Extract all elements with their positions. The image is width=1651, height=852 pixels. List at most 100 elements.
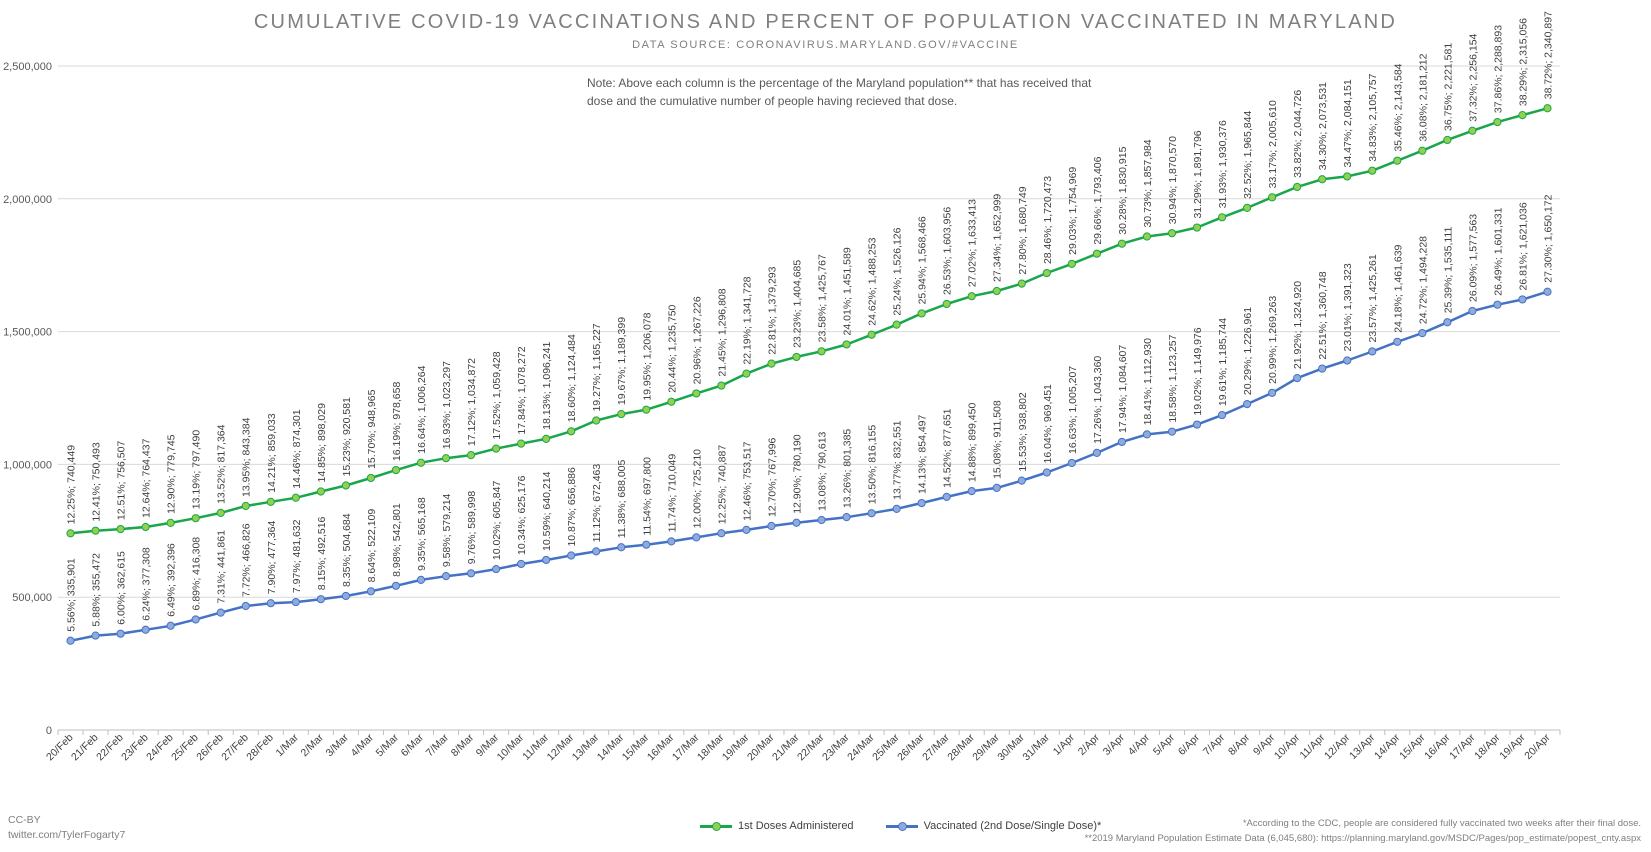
x-tick-label: 21/Feb: [69, 732, 101, 764]
data-point-vaccinated: [441, 572, 451, 581]
data-label-first-doses: 12.51%; 756,507: [116, 441, 128, 521]
data-label-first-doses: 29.03%; 1,754,969: [1067, 167, 1079, 255]
data-label-first-doses: 25.24%; 1,526,126: [892, 227, 904, 315]
data-label-first-doses: 25.94%; 1,568,466: [917, 216, 929, 304]
data-label-first-doses: 12.64%; 764,437: [141, 438, 153, 518]
data-point-first-doses: [1242, 203, 1252, 212]
data-label-first-doses: 15.23%; 920,581: [341, 397, 353, 477]
data-label-vaccinated: 25.39%; 1,535,111: [1442, 227, 1454, 314]
chart-title: CUMULATIVE COVID-19 VACCINATIONS AND PER…: [253, 11, 1398, 33]
x-tick-label: 4/Mar: [349, 731, 377, 759]
x-tick-label: 3/Mar: [324, 731, 352, 759]
data-label-vaccinated: 16.63%; 1,005,207: [1067, 366, 1079, 454]
x-tick-label: 19/Apr: [1497, 731, 1528, 762]
x-tick-label: 23/Mar: [820, 731, 852, 763]
data-label-vaccinated: 8.64%; 522,109: [366, 509, 378, 583]
data-point-vaccinated: [1017, 476, 1026, 485]
x-tick-label: 10/Mar: [495, 731, 527, 763]
data-point-first-doses: [1418, 146, 1427, 155]
y-tick-label: 2,500,000: [3, 61, 52, 73]
data-point-first-doses: [1393, 156, 1402, 165]
data-label-first-doses: 12.90%; 779,745: [166, 434, 178, 514]
data-point-vaccinated: [617, 543, 626, 552]
data-label-first-doses: 27.34%; 1,652,999: [992, 194, 1004, 282]
data-point-first-doses: [491, 444, 501, 453]
data-label-first-doses: 12.25%; 740,449: [66, 445, 78, 525]
data-point-vaccinated: [792, 518, 801, 527]
data-point-vaccinated: [1117, 437, 1127, 447]
x-tick-label: 6/Apr: [1176, 731, 1203, 758]
data-label-vaccinated: 7.97%; 481,632: [291, 519, 303, 593]
data-label-vaccinated: 13.77%; 832,551: [892, 420, 904, 500]
data-point-vaccinated: [667, 537, 676, 546]
data-point-vaccinated: [717, 529, 726, 538]
data-point-vaccinated: [642, 540, 651, 549]
data-point-first-doses: [1117, 239, 1127, 248]
data-point-first-doses: [266, 497, 275, 506]
data-point-vaccinated: [1293, 374, 1302, 383]
data-label-vaccinated: 8.35%; 504,684: [341, 513, 353, 587]
data-label-vaccinated: 24.72%; 1,494,228: [1417, 236, 1429, 324]
data-label-vaccinated: 18.41%; 1,112,930: [1142, 338, 1154, 426]
data-point-first-doses: [366, 473, 376, 483]
data-label-first-doses: 29.66%; 1,793,406: [1092, 156, 1104, 244]
x-tick-label: 5/Apr: [1151, 731, 1178, 758]
data-point-vaccinated: [917, 498, 926, 508]
data-point-vaccinated: [1042, 468, 1051, 477]
data-point-vaccinated: [316, 595, 325, 604]
data-point-first-doses: [1017, 279, 1026, 288]
data-point-first-doses: [1468, 126, 1477, 135]
data-label-vaccinated: 9.76%; 589,998: [466, 491, 478, 565]
x-tick-label: 18/Apr: [1472, 731, 1503, 762]
data-point-first-doses: [942, 299, 951, 309]
data-label-vaccinated: 12.70%; 767,996: [766, 437, 778, 517]
data-point-first-doses: [892, 320, 901, 329]
data-point-vaccinated: [1167, 427, 1177, 436]
data-label-first-doses: 34.83%; 2,105,757: [1367, 73, 1379, 161]
x-tick-label: 23/Feb: [119, 732, 151, 764]
y-tick-label: 2,000,000: [3, 194, 52, 206]
data-label-first-doses: 35.46%; 2,143,584: [1392, 63, 1404, 151]
data-label-vaccinated: 5.56%; 335,901: [66, 558, 78, 632]
data-label-first-doses: 30.94%; 1,870,570: [1167, 136, 1179, 224]
y-tick-label: 500,000: [12, 592, 52, 604]
data-point-vaccinated: [141, 625, 150, 634]
x-tick-label: 29/Mar: [970, 731, 1002, 763]
data-point-vaccinated: [867, 509, 876, 518]
data-point-vaccinated: [1217, 410, 1227, 420]
data-point-vaccinated: [1493, 300, 1502, 309]
data-point-first-doses: [817, 347, 826, 356]
x-tick-label: 28/Mar: [945, 731, 977, 763]
x-tick-label: 26/Feb: [194, 732, 226, 764]
data-point-first-doses: [441, 454, 451, 463]
x-tick-label: 24/Feb: [144, 732, 176, 764]
data-point-vaccinated: [1067, 458, 1076, 468]
data-label-vaccinated: 10.02%; 605,847: [491, 481, 503, 561]
data-label-vaccinated: 19.61%; 1,185,744: [1217, 318, 1229, 406]
data-label-first-doses: 24.62%; 1,488,253: [867, 237, 879, 325]
y-tick-label: 0: [46, 725, 52, 737]
x-tick-label: 26/Mar: [895, 731, 927, 763]
data-label-first-doses: 37.32%; 2,256,154: [1467, 33, 1479, 121]
data-label-vaccinated: 11.38%; 688,005: [616, 459, 628, 538]
x-tick-label: 25/Mar: [870, 731, 902, 763]
data-point-vaccinated: [1192, 420, 1202, 429]
data-point-first-doses: [1142, 232, 1152, 241]
x-tick-label: 2/Mar: [299, 731, 327, 759]
data-point-first-doses: [1318, 175, 1327, 184]
data-label-vaccinated: 27.30%; 1,650,172: [1542, 194, 1554, 282]
data-label-first-doses: 28.46%; 1,720,473: [1042, 176, 1054, 264]
data-label-first-doses: 38.72%; 2,340,897: [1542, 11, 1554, 99]
data-label-first-doses: 24.01%; 1,451,589: [842, 247, 854, 335]
x-tick-label: 14/Mar: [595, 731, 627, 763]
data-label-first-doses: 33.17%; 2,005,610: [1267, 100, 1279, 188]
y-tick-label: 1,000,000: [3, 459, 52, 471]
x-tick-label: 20/Apr: [1522, 731, 1553, 762]
data-label-first-doses: 17.84%; 1,078,272: [516, 346, 528, 434]
data-label-vaccinated: 20.29%; 1,226,961: [1242, 307, 1254, 395]
x-tick-label: 4/Apr: [1126, 731, 1153, 758]
data-label-vaccinated: 16.04%; 969,451: [1042, 384, 1054, 464]
data-label-first-doses: 38.29%; 2,315,056: [1517, 18, 1529, 106]
data-label-first-doses: 18.13%; 1,096,241: [541, 342, 553, 430]
x-tick-label: 27/Feb: [219, 732, 251, 764]
